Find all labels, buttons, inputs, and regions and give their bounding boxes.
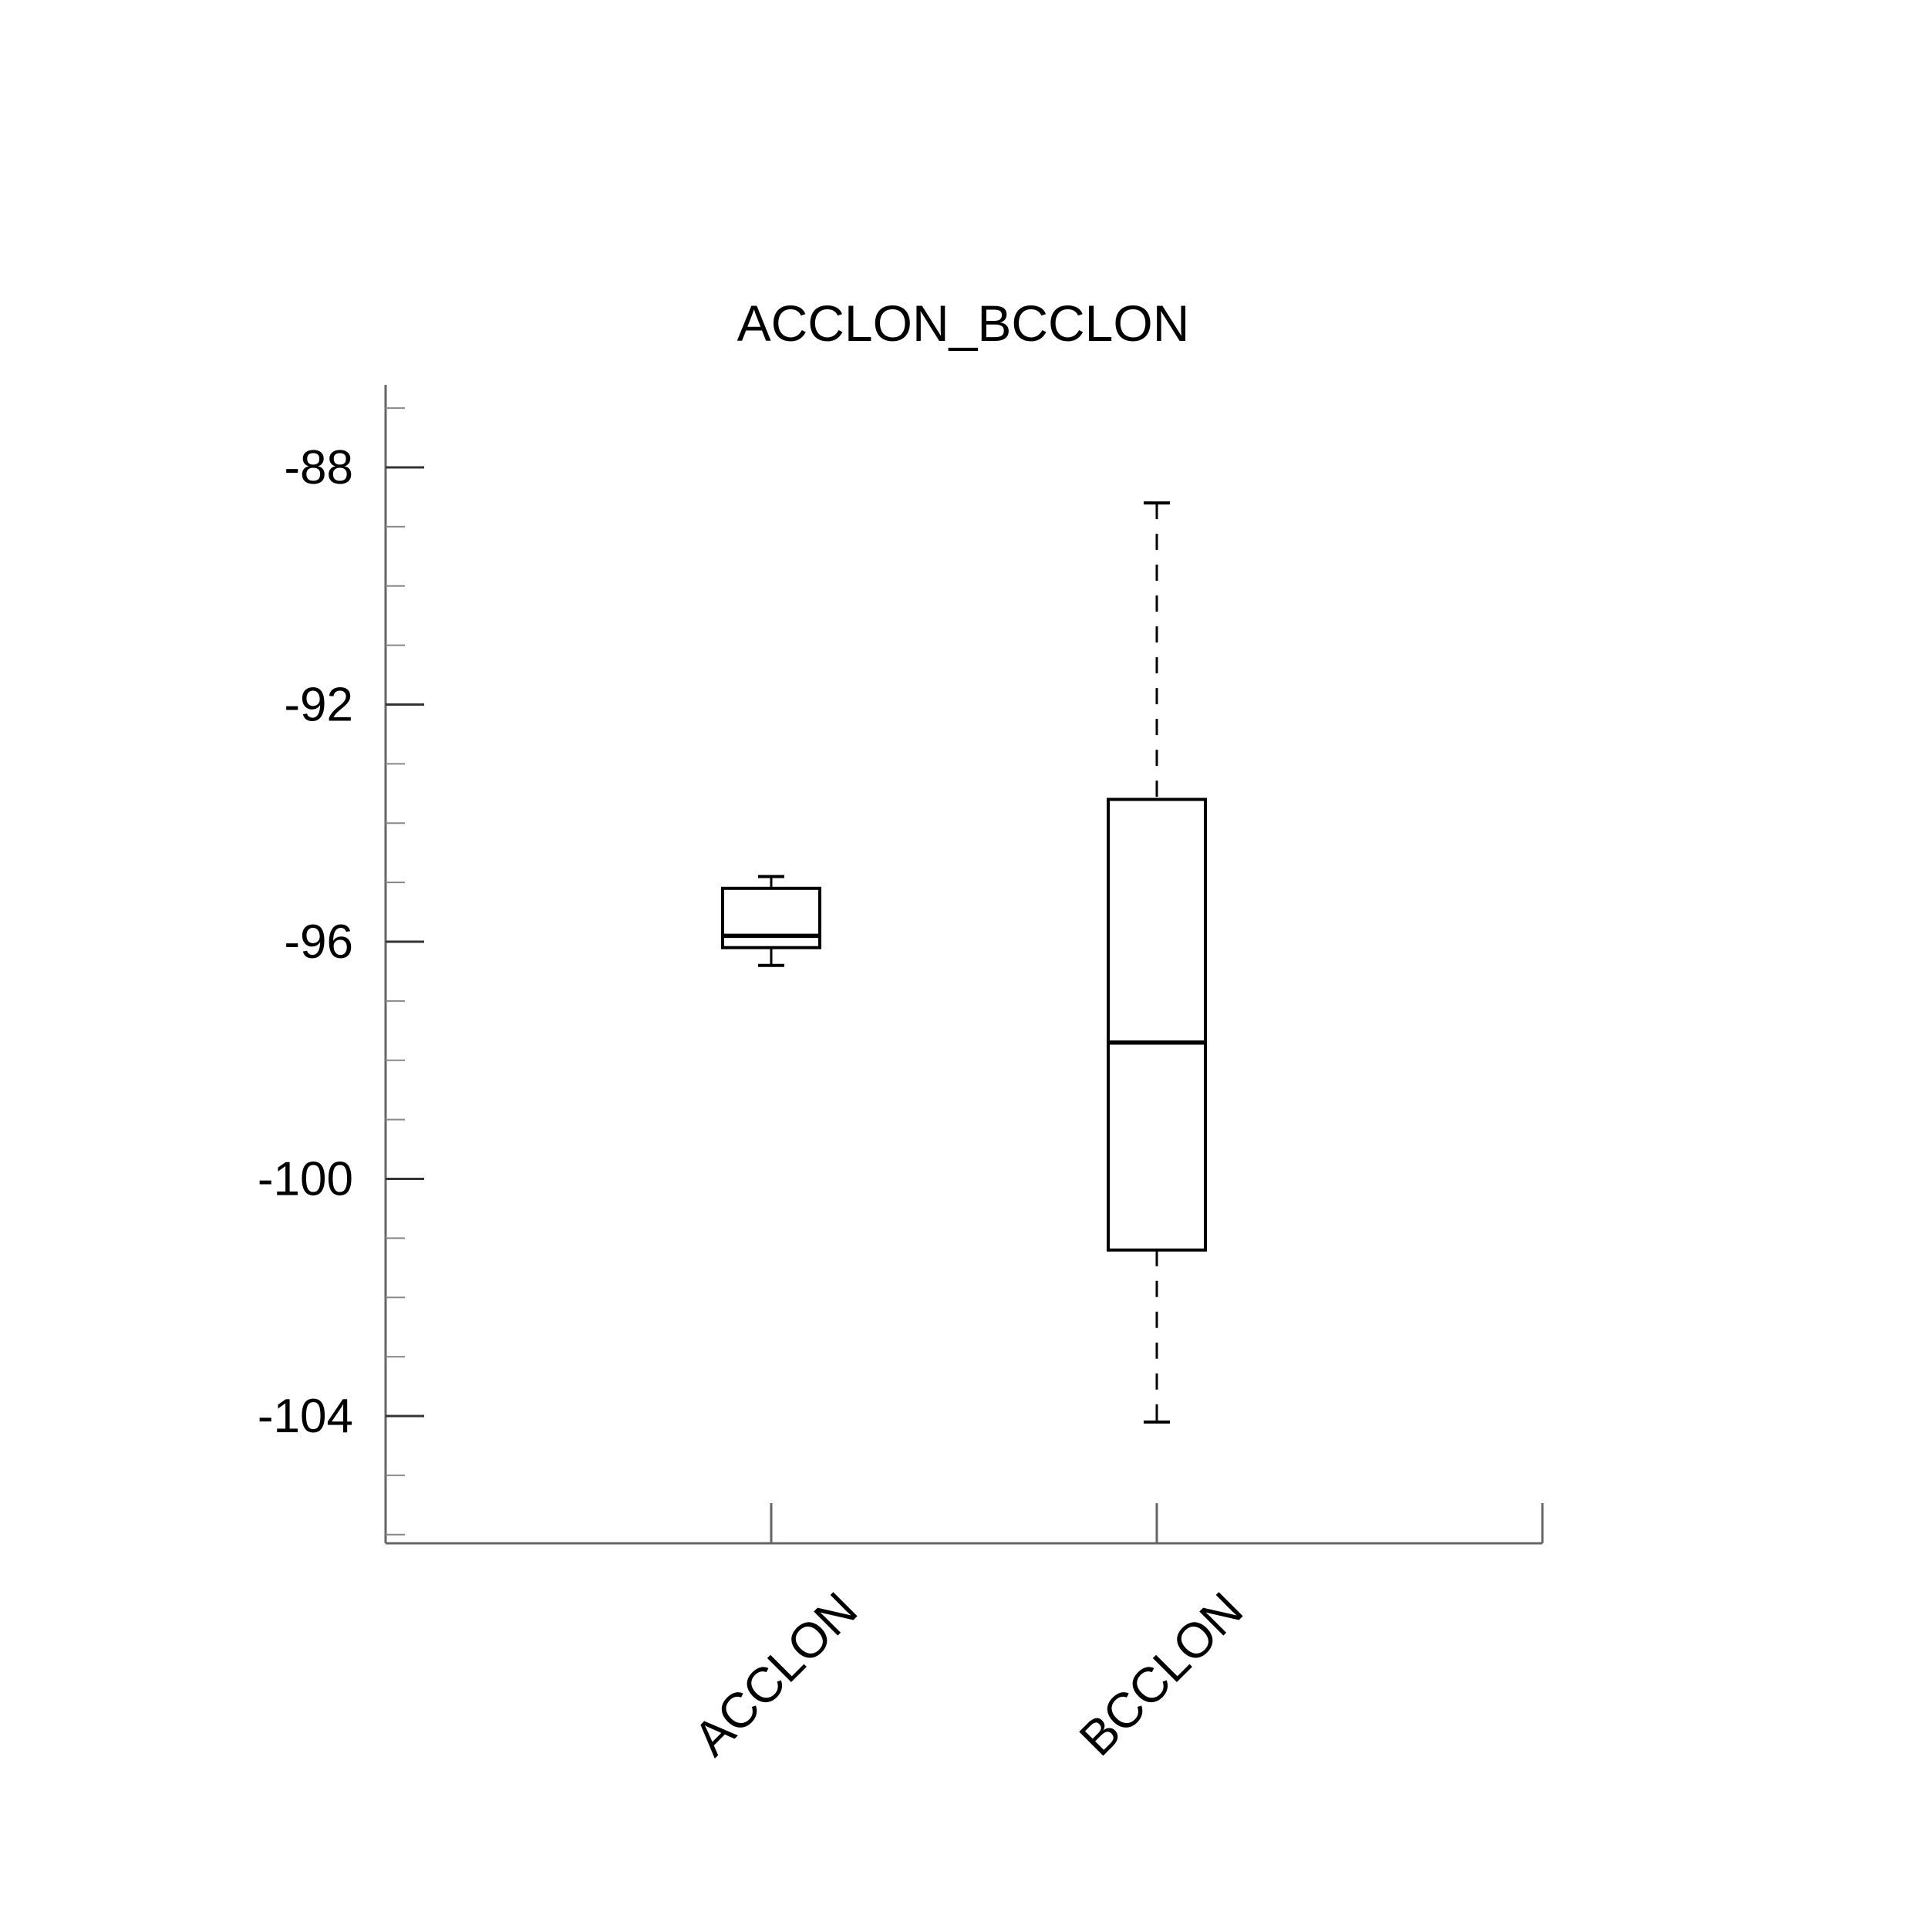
y-tick-label: -96 xyxy=(284,915,353,969)
y-tick-label: -92 xyxy=(284,679,353,732)
box-series xyxy=(721,501,1207,1424)
axis-labels: -88 -92 -96 -100 -104 ACCLON BCCLON xyxy=(258,441,1253,1766)
x-category-label: BCCLON xyxy=(1069,1582,1254,1767)
y-tick-label: -104 xyxy=(258,1390,353,1443)
chart-title: ACCLON_BCCLON xyxy=(737,295,1190,352)
iqr-box xyxy=(1107,797,1207,1252)
iqr-box xyxy=(721,886,821,949)
box-acclon xyxy=(721,875,821,967)
x-category-label: ACCLON xyxy=(683,1582,868,1767)
axes xyxy=(384,385,1542,1545)
box-bcclon xyxy=(1107,501,1207,1424)
y-tick-label: -88 xyxy=(284,441,353,494)
y-tick-label: -100 xyxy=(258,1153,353,1206)
axis-ticks xyxy=(386,407,1544,1543)
